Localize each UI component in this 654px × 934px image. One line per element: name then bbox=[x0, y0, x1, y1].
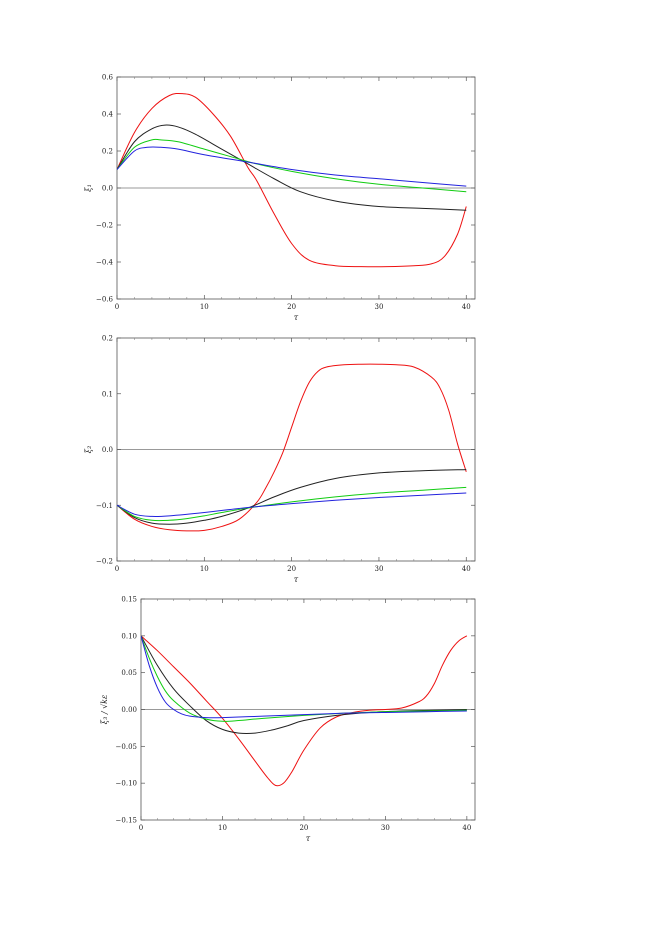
y-tick-label: 0.00 bbox=[121, 706, 137, 714]
series-line-2 bbox=[141, 635, 467, 734]
y-tick-label: −0.6 bbox=[96, 296, 114, 304]
y-tick-label: 0.4 bbox=[102, 111, 114, 119]
series-line-1 bbox=[117, 363, 467, 532]
y-tick-label: 0.10 bbox=[121, 632, 137, 640]
y-tick-label: −0.4 bbox=[96, 259, 114, 267]
series-line-3 bbox=[117, 486, 467, 522]
chart-2: 0 10 20 30 40 −0.2 −0.1 0.0 0.1 0.2 τ ξ₂ bbox=[84, 335, 476, 584]
series-line-1 bbox=[141, 635, 468, 787]
y-tick-label: 0.0 bbox=[102, 185, 113, 193]
x-tick-label: 20 bbox=[287, 303, 296, 311]
y-tick-label: 0.6 bbox=[102, 74, 114, 82]
y-tick-label: 0.1 bbox=[102, 390, 113, 398]
x-tick-label: 20 bbox=[299, 824, 308, 832]
x-tick-label: 40 bbox=[462, 303, 471, 311]
series-line-4 bbox=[117, 492, 467, 518]
y-axis-label: ξ₁ bbox=[84, 184, 93, 192]
x-tick-label: 40 bbox=[462, 565, 471, 573]
series-line-1 bbox=[117, 92, 467, 268]
x-tick-label: 10 bbox=[218, 824, 227, 832]
x-tick-label: 20 bbox=[287, 565, 296, 573]
y-axis-label: ξ₃ / √kε bbox=[100, 695, 109, 725]
x-axis-label: τ bbox=[306, 834, 311, 843]
y-tick-label: −0.2 bbox=[96, 222, 113, 230]
y-tick-label: −0.05 bbox=[116, 743, 137, 751]
chart-1: 0 10 20 30 40 −0.6 −0.4 −0.2 0.0 0.2 0.4 0.6 τ ξ₁ bbox=[84, 74, 476, 322]
y-tick-label: −0.2 bbox=[96, 558, 113, 566]
x-tick-label: 30 bbox=[374, 565, 383, 573]
y-tick-label: −0.10 bbox=[116, 780, 137, 788]
x-tick-label: 10 bbox=[200, 303, 209, 311]
x-axis-label: τ bbox=[294, 575, 299, 584]
x-tick-label: 0 bbox=[115, 303, 119, 311]
x-tick-label: 30 bbox=[381, 824, 390, 832]
y-tick-label: 0.2 bbox=[102, 148, 113, 156]
series-line-3 bbox=[117, 138, 467, 193]
y-tick-label: 0.0 bbox=[102, 446, 113, 454]
y-tick-label: −0.15 bbox=[116, 817, 137, 825]
x-tick-label: 0 bbox=[139, 824, 143, 832]
series-line-3 bbox=[141, 635, 467, 722]
y-axis-label: ξ₂ bbox=[84, 446, 93, 454]
x-tick-label: 30 bbox=[374, 303, 383, 311]
x-tick-label: 0 bbox=[115, 565, 119, 573]
series-line-2 bbox=[117, 124, 467, 211]
chart-3: 0 10 20 30 40 −0.15 −0.10 −0.05 0.00 0.05 0.10 0.15… bbox=[100, 596, 476, 843]
y-tick-label: 0.15 bbox=[121, 596, 137, 604]
series-line-4 bbox=[141, 635, 467, 719]
y-tick-label: −0.1 bbox=[96, 502, 113, 510]
y-tick-label: 0.05 bbox=[121, 669, 137, 677]
x-tick-label: 10 bbox=[200, 565, 209, 573]
x-tick-label: 40 bbox=[462, 824, 471, 832]
series-line-2 bbox=[117, 469, 467, 525]
series-line-4 bbox=[117, 146, 467, 187]
x-axis-label: τ bbox=[294, 313, 299, 322]
y-tick-label: 0.2 bbox=[102, 335, 113, 343]
